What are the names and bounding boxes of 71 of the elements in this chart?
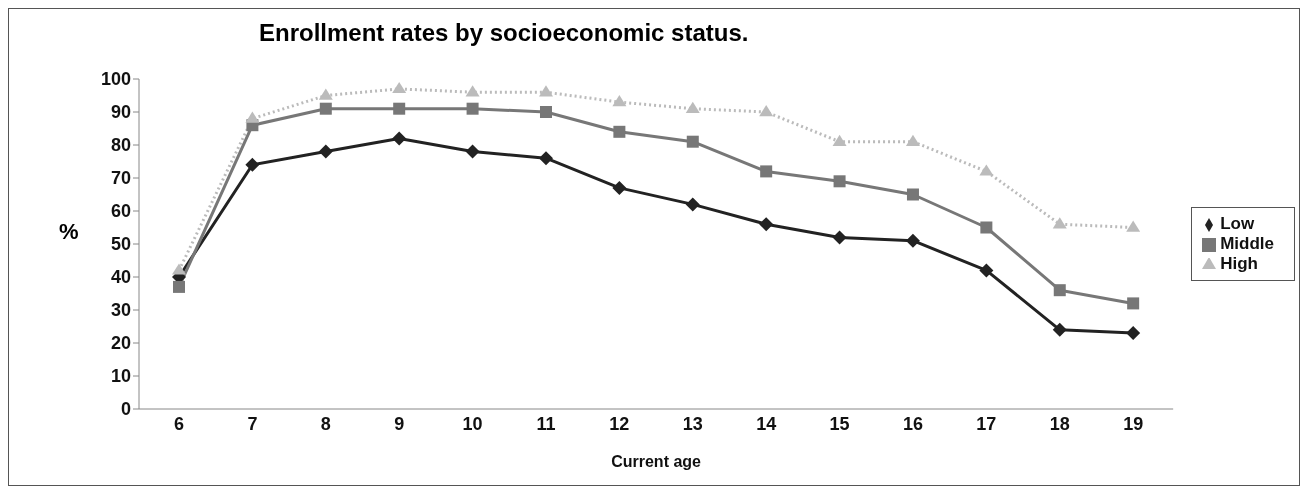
point xyxy=(319,102,332,115)
x-tick-label: 7 xyxy=(247,413,258,434)
point xyxy=(392,131,407,146)
x-tick-label: 12 xyxy=(609,413,630,434)
point xyxy=(466,102,479,115)
x-axis-title: Current age xyxy=(611,453,702,470)
point xyxy=(980,221,993,234)
point xyxy=(1053,284,1066,297)
point xyxy=(318,88,333,100)
legend-label: Middle xyxy=(1220,234,1274,253)
point xyxy=(173,280,185,293)
x-tick-label: 19 xyxy=(1123,413,1144,434)
x-tick-label: 9 xyxy=(394,413,405,434)
x-tick-label: 18 xyxy=(1049,413,1070,434)
point xyxy=(905,134,920,146)
x-tick-label: 16 xyxy=(902,413,923,434)
x-tick-label: 13 xyxy=(682,413,703,434)
legend-label: Low xyxy=(1220,214,1255,233)
point xyxy=(759,105,774,117)
y-tick-label: 30 xyxy=(110,300,131,321)
point xyxy=(612,95,627,107)
point xyxy=(832,230,847,245)
legend-label: High xyxy=(1220,254,1258,273)
x-tick-label: 10 xyxy=(462,413,483,434)
x-tick-label: 14 xyxy=(756,413,777,434)
point xyxy=(393,102,406,115)
point xyxy=(539,106,552,118)
point xyxy=(979,164,994,176)
point xyxy=(685,101,700,113)
point xyxy=(538,151,553,166)
y-tick-label: 0 xyxy=(120,399,131,420)
point xyxy=(979,263,994,278)
point xyxy=(685,197,700,212)
point xyxy=(465,85,480,97)
point xyxy=(245,157,260,172)
point xyxy=(392,81,407,94)
y-tick-label: 80 xyxy=(110,135,131,156)
point xyxy=(538,85,553,97)
y-tick-label: 70 xyxy=(110,168,131,189)
x-tick-label: 11 xyxy=(536,413,556,434)
y-axis-title: % xyxy=(59,219,79,245)
point xyxy=(1126,220,1141,232)
point xyxy=(1127,297,1140,310)
x-tick-label: 17 xyxy=(976,413,997,434)
point xyxy=(613,125,626,138)
y-tick-label: 90 xyxy=(110,102,131,123)
point xyxy=(172,263,186,275)
point xyxy=(686,135,699,148)
point xyxy=(833,175,846,188)
point xyxy=(1052,217,1067,229)
point xyxy=(1052,322,1067,337)
y-tick-label: 10 xyxy=(110,366,131,387)
point xyxy=(612,180,627,195)
y-tick-label: 20 xyxy=(110,333,131,354)
x-tick-label: 6 xyxy=(173,413,185,434)
point xyxy=(318,144,333,159)
point xyxy=(245,111,260,123)
y-tick-label: 100 xyxy=(100,69,131,90)
point xyxy=(905,233,920,248)
point xyxy=(832,134,847,146)
point xyxy=(906,188,919,201)
x-tick-label: 8 xyxy=(320,413,331,434)
x-tick-label: 15 xyxy=(829,413,850,434)
point xyxy=(759,217,774,232)
point xyxy=(760,165,773,178)
point xyxy=(465,144,480,159)
y-tick-label: 40 xyxy=(110,267,131,288)
y-tick-label: 50 xyxy=(110,234,131,255)
chart-title: Enrollment rates by socioeconomic status. xyxy=(259,19,749,47)
point xyxy=(1126,326,1141,341)
y-tick-label: 60 xyxy=(110,201,131,222)
